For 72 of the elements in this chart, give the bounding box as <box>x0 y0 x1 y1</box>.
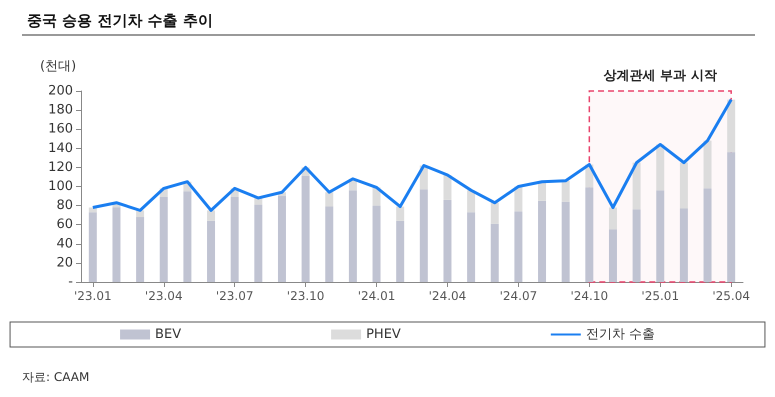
legend-label: PHEV <box>366 327 401 342</box>
line-series <box>91 98 733 212</box>
bar <box>704 140 712 188</box>
bar <box>704 188 712 282</box>
y-tick-label: 140 <box>48 140 73 156</box>
bar <box>656 190 664 282</box>
bar <box>727 100 736 152</box>
bar <box>538 200 546 282</box>
x-tick-label: '24.01 <box>358 289 396 303</box>
bar <box>183 191 192 282</box>
bar <box>490 224 499 282</box>
x-tick-label: '24.10 <box>570 289 608 303</box>
bar <box>278 196 286 282</box>
bar <box>514 211 522 282</box>
x-tick-label: '23.01 <box>74 289 112 303</box>
bar <box>443 175 452 200</box>
bar <box>538 182 546 201</box>
bar <box>396 206 404 221</box>
bar <box>396 220 404 282</box>
text: 자료: CAAM <box>22 370 90 384</box>
bar <box>325 206 334 282</box>
bar <box>136 217 144 282</box>
bar <box>467 212 476 282</box>
y-tick-label: - <box>68 274 74 290</box>
y-tick-label: 100 <box>48 179 73 194</box>
bar <box>88 212 97 282</box>
bar <box>585 187 594 282</box>
bar <box>727 152 736 282</box>
chart-title: 중국 승용 전기차 수출 추이 <box>27 12 213 30</box>
x-tick-label: '24.04 <box>428 289 466 303</box>
y-tick-label: 120 <box>48 160 73 175</box>
bar <box>230 197 239 282</box>
x-tick-label: '24.07 <box>500 289 538 303</box>
bar <box>207 220 216 282</box>
bar <box>490 202 499 224</box>
y-tick-label: 160 <box>48 122 73 137</box>
y-tick-label: 40 <box>56 236 73 252</box>
y-tick-label: 180 <box>48 102 73 118</box>
bar <box>207 210 216 221</box>
bar <box>420 189 428 282</box>
bar <box>562 180 570 202</box>
bar <box>680 208 688 282</box>
bar <box>254 204 262 282</box>
legend-label: 전기차 수출 <box>586 327 655 342</box>
x-tick-label: '25.04 <box>712 289 750 303</box>
bar <box>348 190 357 282</box>
bar <box>325 192 334 207</box>
x-tick-label: '23.07 <box>216 289 254 303</box>
bar <box>160 197 168 282</box>
legend-label: BEV <box>155 327 182 342</box>
y-axis-title: (천대) <box>40 59 76 74</box>
x-tick-label: '23.04 <box>144 289 183 303</box>
y-tick-label: 60 <box>56 217 73 232</box>
bar <box>514 186 522 212</box>
bar <box>656 144 664 190</box>
bar <box>562 202 570 282</box>
bar <box>632 209 641 282</box>
bar <box>608 208 617 230</box>
bar <box>112 208 120 282</box>
bar <box>467 190 476 212</box>
bar <box>680 162 688 208</box>
x-tick-label: '25.01 <box>641 289 680 303</box>
bar <box>302 176 310 282</box>
y-tick-label: 200 <box>48 84 73 98</box>
bar <box>372 206 381 282</box>
bar <box>608 229 617 282</box>
bar <box>632 162 641 210</box>
bar <box>443 200 452 282</box>
y-tick-label: 20 <box>56 255 73 270</box>
band-label: 상계관세 부과 시작 <box>604 68 717 84</box>
x-tick-label: '23.10 <box>286 289 324 303</box>
y-tick-label: 80 <box>56 198 73 214</box>
